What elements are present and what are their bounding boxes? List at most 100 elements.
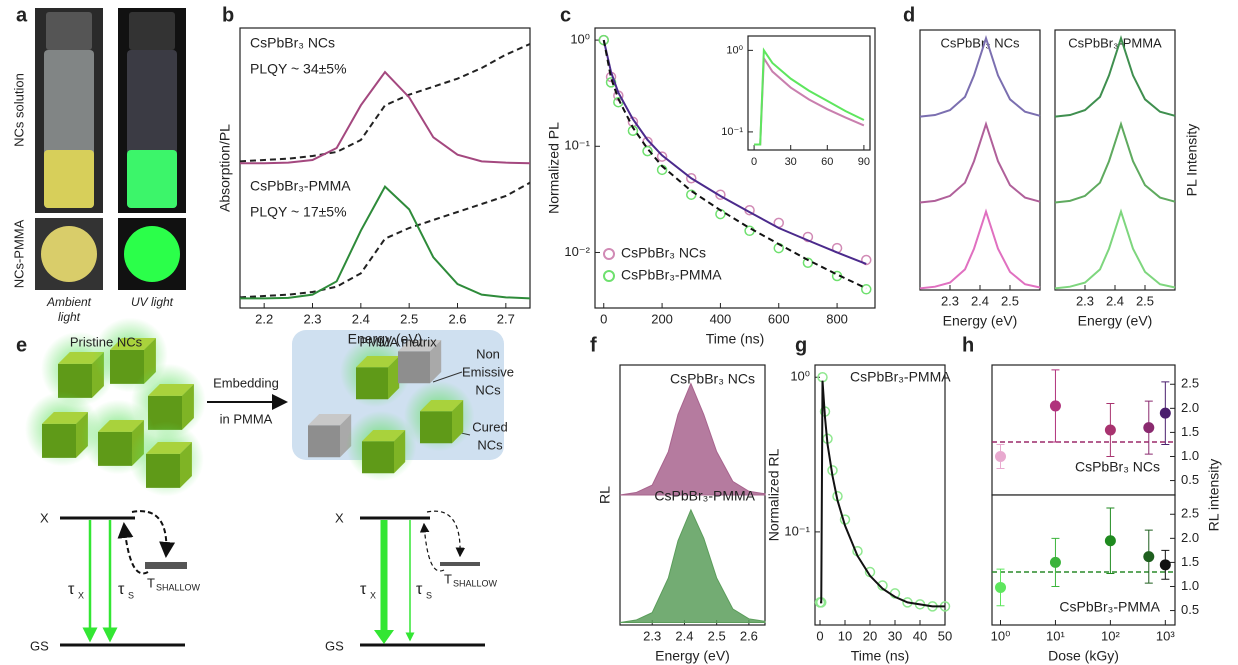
data-point — [1159, 407, 1171, 419]
data-point — [1049, 400, 1061, 412]
rate-sub: S — [128, 590, 134, 600]
x-tick-label: 60 — [821, 156, 833, 168]
film — [124, 226, 180, 282]
trap — [145, 562, 187, 569]
rate: τ — [68, 581, 75, 598]
callout: Non — [476, 346, 500, 361]
cube-face — [398, 351, 430, 384]
x-tick-label: 50 — [938, 628, 952, 643]
y-tick-label: 0.5 — [1181, 472, 1199, 487]
x-tick-label: 0 — [751, 156, 757, 168]
area — [619, 508, 766, 624]
chart: 0 10 20 30 40 50 10⁰ 10⁻¹ Time (ns) Normalized RL… — [766, 364, 952, 664]
chart: 2.3 2.4 2.5 2.6 Energy (eV) RL CsPbBr₃ NCs CsPb… — [597, 364, 766, 664]
y-tick-label: 10⁻¹ — [564, 138, 590, 153]
vial-cap — [129, 12, 175, 50]
x-tick-label: 10² — [1101, 628, 1120, 643]
arrow-label: in PMMA — [220, 411, 273, 426]
y-tick-label: 10⁰ — [570, 32, 590, 47]
x-tick-label: 2.4 — [675, 628, 693, 643]
curve — [240, 70, 531, 165]
detrapping-arrow — [419, 522, 445, 572]
x-axis-label: Dose (kGy) — [1048, 648, 1119, 664]
arrow-label: Embedding — [213, 375, 279, 390]
x-axis-label: Energy (eV) — [1078, 313, 1153, 329]
panel-label: h — [962, 334, 974, 356]
data-point — [686, 173, 697, 184]
cube-face — [180, 442, 192, 488]
cube-face — [362, 430, 406, 442]
level-label: GS — [30, 638, 49, 653]
x-tick-label: 2.3 — [1076, 293, 1094, 308]
cube-face — [98, 431, 132, 466]
rate-sub: S — [426, 590, 432, 600]
trap-label-sub: SHALLOW — [156, 582, 201, 592]
panel-label: f — [590, 334, 597, 356]
annotation: CsPbBr₃-PMMA — [654, 488, 755, 504]
cube-face — [394, 430, 406, 474]
panel-label: d — [903, 4, 915, 26]
plot-frame — [919, 29, 1041, 291]
panel-label: b — [222, 4, 234, 26]
plot-frame — [1054, 29, 1176, 291]
trap — [440, 562, 480, 566]
panel-label: e — [16, 334, 27, 356]
x-tick-label: 20 — [863, 628, 877, 643]
arrow-head — [374, 630, 394, 644]
x-tick-label: 2.4 — [1106, 293, 1124, 308]
data-point — [656, 151, 668, 162]
x-tick-label: 2.5 — [708, 628, 726, 643]
annotation: CsPbBr₃ NCs — [670, 371, 755, 387]
curve — [919, 208, 1041, 290]
y-tick-label: 2.5 — [1181, 506, 1199, 521]
x-tick-label: 2.4 — [352, 311, 370, 326]
vial-liquid — [44, 150, 94, 208]
cube-face — [42, 412, 88, 424]
callout: NCs — [477, 437, 503, 452]
data-point — [1049, 556, 1061, 568]
x-tick-label: 40 — [913, 628, 927, 643]
curve — [1054, 208, 1176, 290]
curve — [239, 43, 531, 163]
rate: τ — [118, 581, 125, 598]
cube-face — [356, 367, 388, 400]
y-tick-label: 1.0 — [1181, 448, 1199, 463]
y-tick-label: 2.0 — [1181, 530, 1199, 545]
annotation: CsPbBr₃-PMMA — [850, 369, 951, 385]
chart: 0 30 60 90 10⁰ 10⁻¹ — [721, 35, 871, 168]
curve — [1054, 120, 1176, 204]
trap-label-sub: SHALLOW — [453, 578, 498, 588]
y-tick-label: 10⁻² — [564, 244, 590, 259]
x-tick-label: 2.7 — [497, 311, 515, 326]
cube-face — [58, 363, 92, 398]
x-tick-label: 10⁰ — [991, 628, 1011, 643]
data-point — [642, 145, 653, 157]
cube-face — [362, 441, 394, 474]
x-tick-label: 30 — [785, 156, 797, 168]
y-tick-label: 1.5 — [1181, 424, 1199, 439]
curve — [240, 185, 531, 300]
x-tick-label: 2.6 — [740, 628, 758, 643]
x-tick-label: 400 — [710, 311, 732, 326]
rate-sub: X — [78, 590, 84, 600]
data-point — [995, 581, 1007, 593]
level-label: X — [335, 510, 344, 525]
chart: 2.3 2.4 2.5 Energy (eV) PL Intensity CsPbBr₃-… — [1054, 29, 1200, 329]
x-tick-label: 2.5 — [1001, 293, 1019, 308]
panel-label: c — [560, 4, 571, 26]
vial-cap — [46, 12, 92, 50]
curve — [1054, 35, 1176, 118]
column-label: light — [58, 310, 81, 324]
curve — [239, 181, 531, 299]
chart: 0.5 1.0 1.5 2.0 2.5 RL intensity CsPbBr₃ NCs — [991, 364, 1222, 531]
cube-face — [148, 395, 182, 430]
level-label: X — [40, 510, 49, 525]
curve — [602, 39, 867, 290]
y-tick-label: 10⁰ — [790, 369, 810, 384]
y-axis-label: Normalized PL — [546, 122, 562, 214]
vial-liquid — [127, 150, 177, 208]
diagram-title: Pristine NCs — [70, 334, 143, 349]
photos — [35, 8, 186, 290]
x-axis-label: Energy (eV) — [655, 648, 730, 664]
